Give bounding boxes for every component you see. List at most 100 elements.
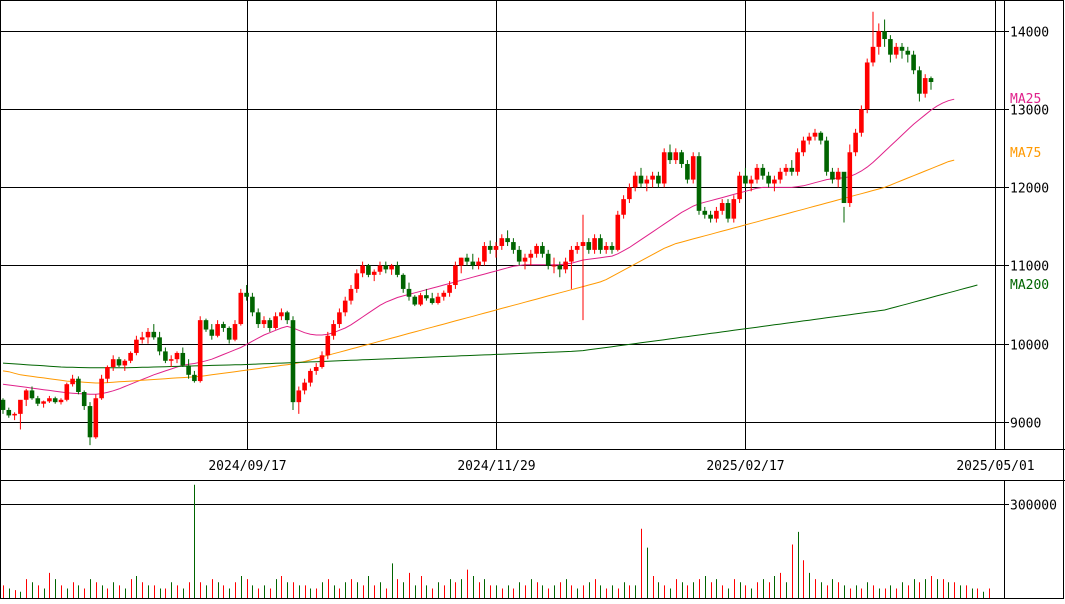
candle-body — [192, 374, 197, 382]
candle-body — [354, 273, 360, 289]
candle-body — [429, 298, 435, 303]
x-tick-label-3: 2025/02/17 — [706, 459, 784, 474]
candle-body — [661, 152, 667, 184]
candle-body — [603, 245, 609, 250]
candle-body — [922, 78, 928, 94]
candle-body — [737, 175, 742, 200]
candle-body — [221, 324, 226, 328]
candle-body — [615, 214, 621, 250]
candle-body — [493, 245, 499, 250]
candle-body — [261, 320, 267, 325]
candle-body — [505, 238, 510, 243]
candle-body — [876, 31, 882, 47]
candle-body — [853, 132, 858, 153]
candle-body — [783, 167, 789, 172]
candle-body — [743, 175, 748, 184]
candle-body — [58, 399, 64, 403]
candle-body — [545, 253, 551, 266]
candle-body — [12, 413, 17, 416]
axis-labels: 14000 13000 12000 11000 10000 9000 2024/… — [208, 26, 1057, 514]
candle-body — [841, 171, 847, 204]
candle-body — [209, 329, 215, 336]
candle-body — [824, 140, 829, 172]
volume-bars — [3, 484, 990, 598]
candle-body — [917, 70, 922, 94]
moving-averages — [2, 98, 978, 395]
candle-body — [928, 78, 934, 82]
candle-body — [47, 398, 52, 402]
candle-body — [337, 312, 342, 325]
candle-body — [290, 320, 296, 403]
candle-body — [609, 245, 615, 250]
y-tick-label-9000: 9000 — [1010, 417, 1041, 432]
candle-body — [911, 54, 916, 71]
candle-body — [882, 31, 887, 40]
candle-body — [389, 265, 394, 270]
candle-body — [714, 210, 719, 219]
candle-body — [81, 391, 87, 407]
candle-body — [795, 152, 800, 172]
candle-body — [818, 132, 824, 141]
candle-body — [806, 136, 812, 141]
candle-body — [105, 367, 110, 379]
candle-body — [888, 39, 893, 55]
candle-body — [644, 179, 650, 184]
candle-body — [534, 245, 539, 254]
candle-body — [801, 140, 806, 153]
candle-body — [76, 378, 81, 392]
candle-body — [592, 238, 597, 250]
y-tick-label-13000: 13000 — [1010, 104, 1049, 119]
y-tick-label-12000: 12000 — [1010, 182, 1049, 197]
candle-body — [627, 187, 632, 200]
candle-body — [180, 352, 186, 366]
candle-body — [412, 296, 418, 305]
candle-body — [586, 242, 592, 250]
candle-body — [702, 210, 708, 215]
candle-body — [157, 337, 162, 352]
candle-body — [812, 132, 818, 137]
candle-body — [52, 398, 58, 403]
ma75-line — [2, 159, 955, 384]
candle-body — [296, 390, 302, 403]
candle-body — [569, 249, 574, 262]
candle-body — [418, 295, 423, 305]
volume-tick-label-300000: 300000 — [1010, 499, 1057, 514]
candle-body — [772, 179, 777, 184]
candle-body — [580, 242, 586, 246]
candle-body — [748, 179, 754, 184]
candle-body — [516, 249, 522, 262]
candle-body — [116, 359, 122, 366]
candle-body — [551, 265, 557, 267]
candle-body — [528, 253, 534, 258]
y-tick-label-14000: 14000 — [1010, 26, 1049, 41]
candle-body — [377, 265, 383, 272]
candle-body — [215, 324, 220, 336]
candle-body — [325, 335, 331, 356]
candle-body — [70, 378, 75, 385]
x-tick-label-2: 2024/11/29 — [457, 459, 535, 474]
candle-body — [64, 384, 70, 400]
candle-body — [331, 324, 336, 336]
candle-body — [174, 352, 180, 360]
candle-body — [18, 399, 23, 414]
candle-body — [267, 320, 273, 328]
candle-body — [6, 409, 12, 416]
candle-body — [313, 367, 319, 371]
candle-body — [453, 265, 458, 286]
candle-body — [511, 242, 516, 250]
candle-body — [899, 46, 905, 51]
candle-body — [708, 214, 713, 219]
candle-body — [99, 378, 104, 399]
candle-body — [226, 327, 232, 340]
candle-body — [685, 163, 690, 180]
candle-body — [650, 175, 655, 180]
candle-body — [690, 156, 696, 180]
candle-body — [232, 324, 238, 340]
candle-body — [319, 355, 325, 368]
candle-body — [540, 245, 545, 254]
candle-body — [23, 390, 29, 400]
candle-body — [673, 152, 679, 161]
